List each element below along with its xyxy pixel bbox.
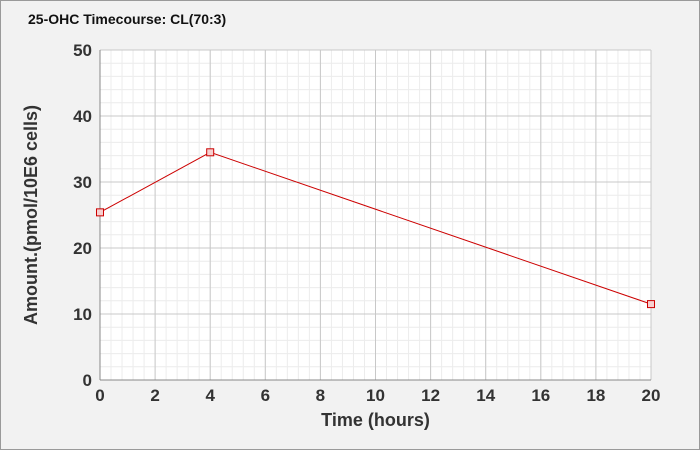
x-tick-label: 10 (366, 386, 385, 405)
y-tick-label: 0 (83, 371, 92, 390)
x-tick-label: 18 (586, 386, 605, 405)
x-tick-label: 6 (261, 386, 270, 405)
series-layer (96, 148, 655, 309)
y-tick-label: 30 (73, 173, 92, 192)
x-tick-label: 12 (421, 386, 440, 405)
y-tick-label: 50 (73, 41, 92, 60)
x-tick-label: 0 (95, 386, 104, 405)
x-axis-label: Time (hours) (321, 410, 430, 430)
x-tick-label: 4 (205, 386, 215, 405)
data-point-marker (647, 300, 655, 309)
y-tick-labels: 0 10 20 30 40 50 (73, 41, 92, 390)
x-tick-label: 20 (642, 386, 661, 405)
y-tick-label: 10 (73, 305, 92, 324)
y-tick-label: 40 (73, 107, 92, 126)
y-axis-label: Amount.(pmol/10E6 cells) (21, 105, 41, 325)
chart-title: 25-OHC Timecourse: CL(70:3) (28, 11, 227, 27)
data-point-marker (96, 208, 104, 217)
x-tick-label: 8 (316, 386, 325, 405)
x-tick-label: 14 (476, 386, 495, 405)
x-tick-label: 16 (531, 386, 550, 405)
y-tick-label: 20 (73, 239, 92, 258)
data-point-marker (206, 148, 215, 157)
x-tick-label: 2 (150, 386, 159, 405)
x-tick-labels: 0 2 4 6 8 10 12 14 16 18 20 (95, 386, 660, 405)
